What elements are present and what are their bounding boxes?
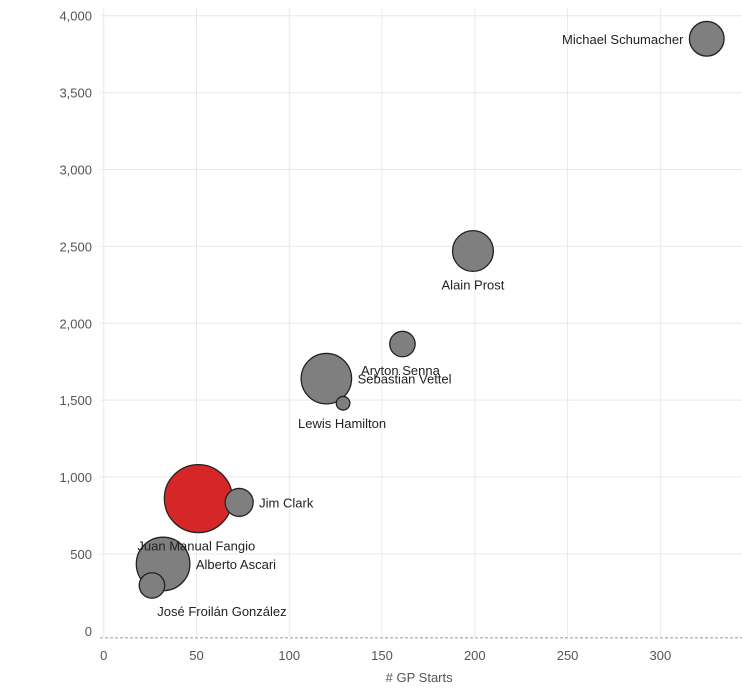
data-point bbox=[688, 20, 725, 57]
y-tick-label: 0 bbox=[85, 624, 92, 639]
data-point bbox=[451, 229, 495, 273]
data-point bbox=[389, 330, 416, 358]
y-tick-label: 4,000 bbox=[59, 9, 92, 24]
y-tick-label: 500 bbox=[70, 547, 92, 562]
data-point bbox=[163, 463, 233, 534]
y-tick-label: 3,500 bbox=[59, 86, 92, 101]
x-tick-label: 250 bbox=[557, 648, 579, 663]
data-label: Sebastian Vettel bbox=[358, 372, 452, 387]
axes: 0 50 100 150 200 250 300 0 500 1,000 1,500 2,000 2,5… bbox=[59, 9, 742, 663]
data-labels: Michael Schumacher Alain Prost Aryton Senn… bbox=[137, 32, 684, 619]
data-label: Juan Manual Fangio bbox=[137, 539, 255, 554]
y-tick-label: 2,000 bbox=[59, 316, 92, 331]
y-tick-label: 2,500 bbox=[59, 239, 92, 254]
data-label: Alain Prost bbox=[442, 277, 505, 292]
data-points bbox=[135, 20, 725, 599]
x-tick-label: 150 bbox=[371, 648, 393, 663]
y-tick-label: 1,000 bbox=[59, 470, 92, 485]
y-tick-label: 3,000 bbox=[59, 162, 92, 177]
data-label: Lewis Hamilton bbox=[298, 416, 386, 431]
data-point bbox=[335, 395, 351, 411]
data-point bbox=[138, 572, 166, 599]
data-point bbox=[300, 352, 353, 405]
data-point bbox=[224, 487, 254, 518]
data-label: Aryton Senna bbox=[361, 363, 441, 378]
x-axis-title: # GP Starts bbox=[386, 670, 453, 685]
grid bbox=[100, 8, 742, 637]
data-label: Michael Schumacher bbox=[562, 32, 684, 47]
data-label: Alberto Ascari bbox=[196, 557, 276, 572]
data-label: Jim Clark bbox=[259, 495, 314, 510]
x-tick-label: 100 bbox=[278, 648, 300, 663]
x-tick-label: 200 bbox=[464, 648, 486, 663]
x-tick-label: 50 bbox=[189, 648, 203, 663]
y-tick-label: 1,500 bbox=[59, 393, 92, 408]
data-label: José Froilán González bbox=[157, 604, 286, 619]
x-tick-label: 300 bbox=[650, 648, 672, 663]
x-tick-label: 0 bbox=[100, 648, 107, 663]
